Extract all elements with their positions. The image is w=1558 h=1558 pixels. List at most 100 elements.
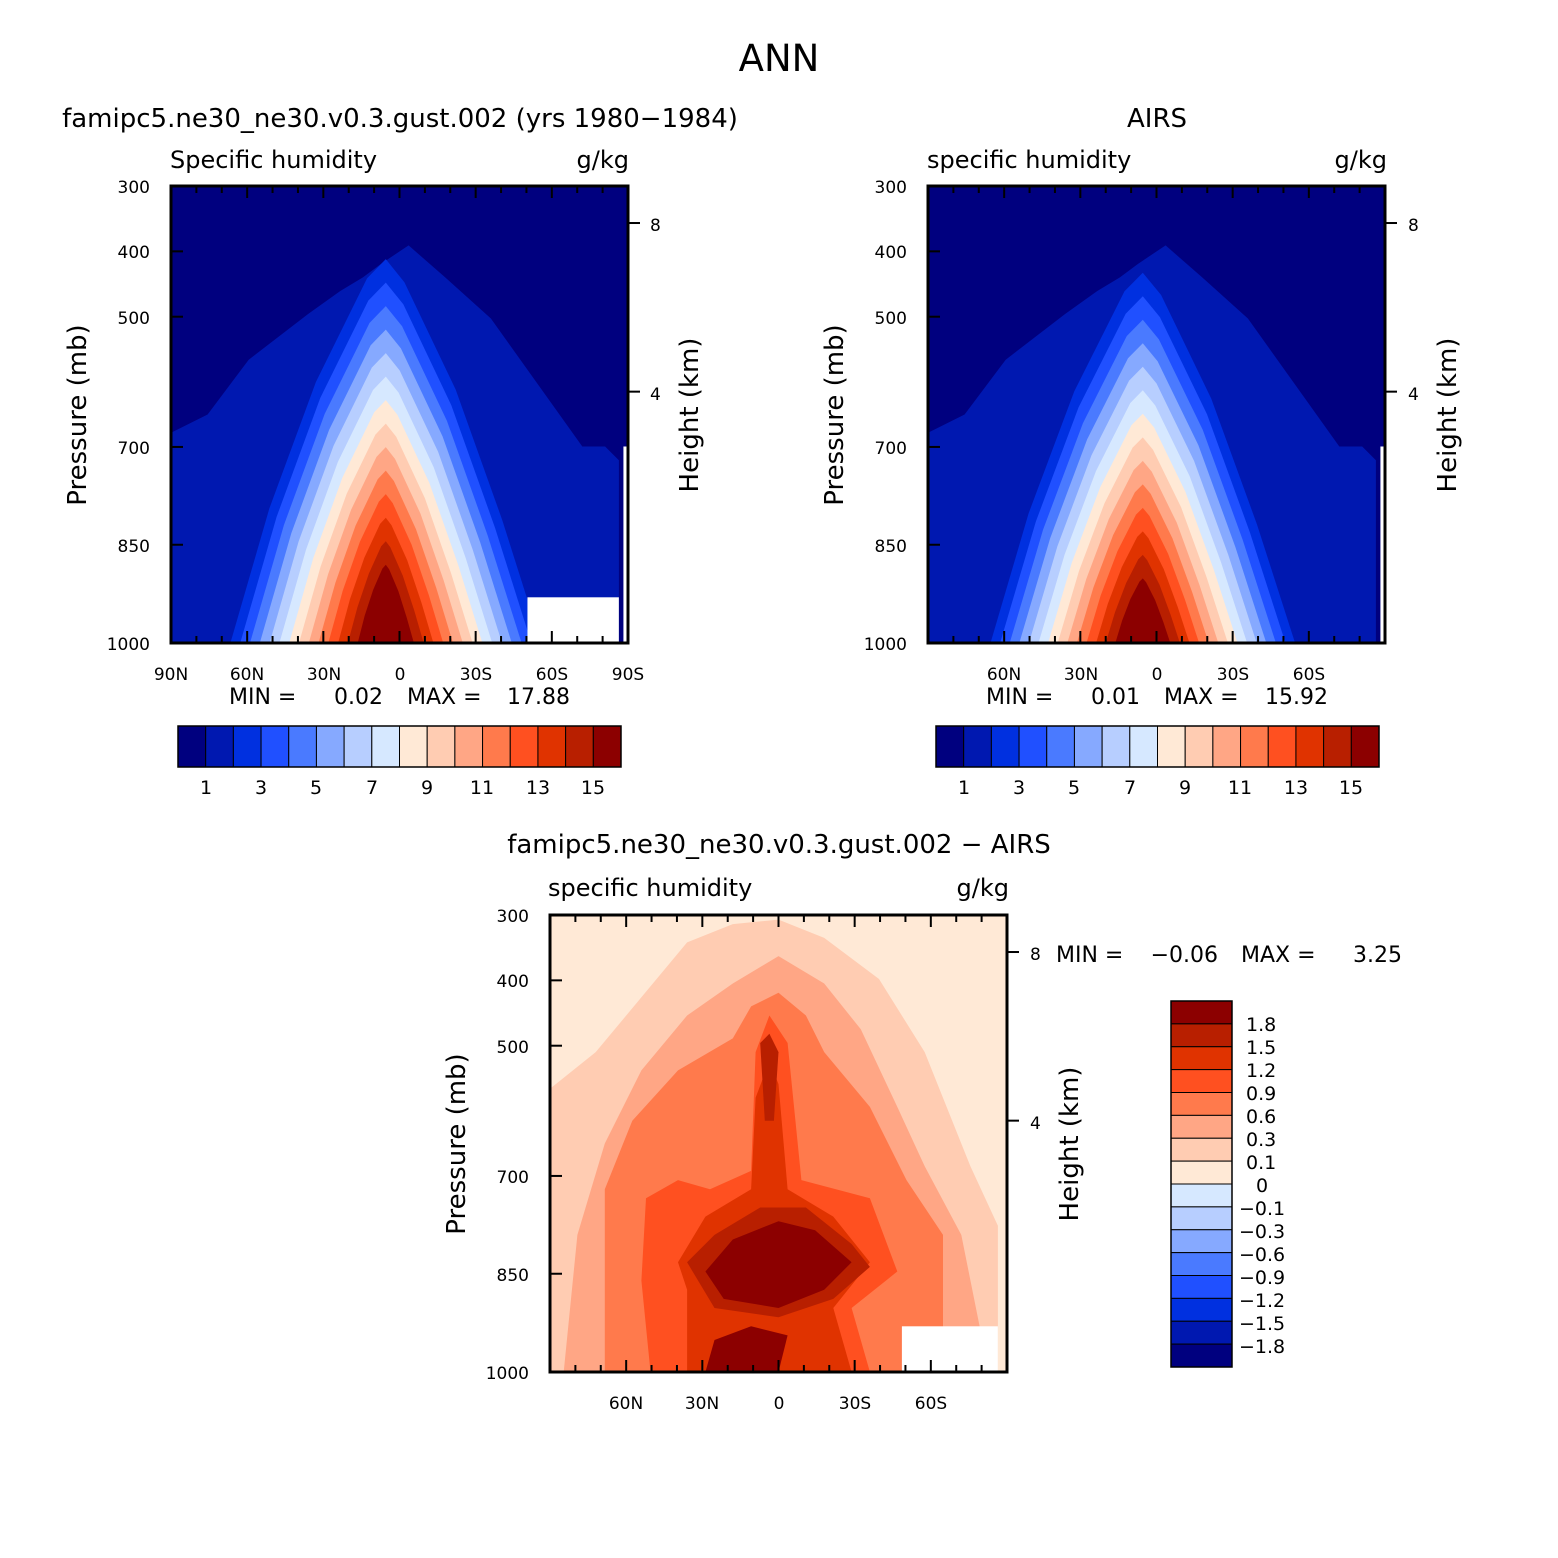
panel-obs-tick-marks: [927, 185, 1397, 644]
missing-data-mask: [901, 1326, 998, 1372]
y-tick-label: 700: [497, 1168, 529, 1188]
colorbar-tick-label: 3: [255, 777, 267, 799]
x-tick-label: 60N: [230, 665, 264, 685]
panel-model-tick-marks: [170, 185, 640, 644]
height-tick-label: 8: [1030, 945, 1041, 965]
colorbar-swatch: [371, 725, 400, 768]
min-value: 0.01: [1091, 685, 1140, 710]
min-label: MIN =: [1056, 943, 1123, 968]
colorbar-swatch: [1170, 1114, 1233, 1139]
colorbar-swatch: [399, 725, 428, 768]
panel-diff-title: famipc5.ne30_ne30.v0.3.gust.002 − AIRS: [507, 830, 1051, 860]
colorbar-tick-label: 9: [421, 777, 433, 799]
contour-band: [705, 1326, 788, 1372]
y-tick-label: 850: [875, 537, 907, 557]
colorbar-tick-label: 5: [310, 777, 322, 799]
colorbar-swatch: [1170, 1023, 1233, 1048]
max-label: MAX =: [407, 685, 482, 710]
contour-band: [705, 1221, 852, 1308]
colorbar-swatch: [963, 725, 992, 768]
colorbar-swatch: [1350, 725, 1380, 768]
colorbar-tick-label: −0.3: [1239, 1221, 1285, 1243]
colorbar-tick-label: −0.9: [1239, 1267, 1285, 1289]
max-value: 17.88: [507, 685, 570, 710]
y-tick-label: 500: [118, 309, 150, 329]
y-tick-label: 400: [875, 243, 907, 263]
height-tick-label: 4: [650, 385, 661, 405]
contour-band: [357, 564, 414, 643]
panel-diff-colorbar: [1170, 1000, 1233, 1368]
panel-obs-left-label: specific humidity: [927, 146, 1131, 174]
x-tick-label: 0: [1152, 665, 1163, 685]
colorbar-swatch: [177, 725, 207, 768]
max-label: MAX =: [1164, 685, 1239, 710]
x-tick-label: 30N: [307, 665, 341, 685]
max-value: 15.92: [1265, 685, 1328, 710]
panel-diff-y-axis-title: Pressure (mb): [442, 1053, 472, 1234]
x-tick-label: 30N: [685, 1394, 719, 1414]
colorbar-tick-label: 7: [366, 777, 378, 799]
x-tick-label: 0: [395, 665, 406, 685]
colorbar-tick-label: 0.3: [1246, 1129, 1276, 1151]
colorbar-tick-label: 0.9: [1246, 1083, 1276, 1105]
colorbar-tick-label: 1: [200, 777, 212, 799]
x-tick-label: 90S: [612, 665, 644, 685]
y-tick-label: 850: [118, 537, 150, 557]
y-tick-label: 300: [875, 178, 907, 198]
colorbar-tick-label: 9: [1179, 777, 1191, 799]
colorbar-swatch: [1170, 1275, 1233, 1299]
missing-data-mask: [623, 446, 628, 643]
colorbar-swatch: [1267, 725, 1297, 768]
colorbar-swatch: [205, 725, 234, 768]
max-value: 3.25: [1353, 943, 1402, 968]
colorbar-swatch: [454, 725, 484, 768]
panel-diff-colorbar-labels: 1.8 1.5 1.2 0.9 0.6 0.3 0.1 0 −0.1 −0.3 …: [1239, 1014, 1285, 1358]
panel-diff-y-tick-labels: 300 400 500 700 850 1000: [486, 907, 529, 1384]
panel-diff-tick-marks: [549, 914, 1019, 1373]
panel-model-x-tick-labels: 90N 60N 30N 0 30S 60S 90S: [154, 665, 644, 685]
colorbar-swatch: [1129, 725, 1158, 768]
y-tick-label: 500: [875, 309, 907, 329]
y-tick-label: 400: [497, 972, 529, 992]
panel-model-colorbar: [177, 725, 622, 768]
panel-model-left-label: Specific humidity: [170, 146, 377, 174]
panel-obs-colorbar-labels: 1 3 5 7 9 11 13 15: [958, 777, 1363, 799]
panel-diff-height-axis-title: Height (km): [1055, 1067, 1085, 1222]
colorbar-swatch: [1170, 1000, 1233, 1025]
x-tick-label: 30S: [839, 1394, 871, 1414]
colorbar-swatch: [1157, 725, 1186, 768]
panel-obs-min-max: MIN = 0.01 MAX = 15.92: [986, 685, 1328, 710]
colorbar-swatch: [1170, 1092, 1233, 1116]
colorbar-tick-label: −0.6: [1239, 1244, 1285, 1266]
colorbar-swatch: [315, 725, 345, 768]
panel-obs-height-axis-title: Height (km): [1433, 338, 1463, 493]
colorbar-swatch: [592, 725, 622, 768]
panel-obs-y-axis-title: Pressure (mb): [820, 324, 850, 505]
colorbar-swatch: [1295, 725, 1325, 768]
x-tick-label: 30N: [1064, 665, 1098, 685]
y-tick-label: 500: [497, 1038, 529, 1058]
colorbar-swatch: [990, 725, 1020, 768]
x-tick-label: 30S: [1217, 665, 1249, 685]
max-label: MAX =: [1241, 943, 1316, 968]
y-tick-label: 300: [497, 907, 529, 927]
colorbar-frame: [1170, 1000, 1233, 1368]
colorbar-tick-label: 11: [1228, 777, 1252, 799]
y-tick-label: 300: [118, 178, 150, 198]
missing-data-mask: [1380, 446, 1385, 643]
colorbar-frame: [935, 725, 1380, 768]
colorbar-swatch: [1240, 725, 1269, 768]
colorbar-swatch: [565, 725, 594, 768]
colorbar-swatch: [1323, 725, 1352, 768]
y-tick-label: 850: [497, 1266, 529, 1286]
colorbar-tick-label: −0.1: [1239, 1198, 1285, 1220]
panel-diff-right-tick-labels: 8 4: [1030, 945, 1041, 1134]
colorbar-tick-label: 1: [958, 777, 970, 799]
colorbar-tick-label: 0.6: [1246, 1106, 1276, 1128]
panel-model-min-max: MIN = 0.02 MAX = 17.88: [229, 685, 570, 710]
panel-model-height-axis-title: Height (km): [675, 338, 705, 493]
colorbar-swatch: [1073, 725, 1103, 768]
min-label: MIN =: [986, 685, 1053, 710]
panel-obs-x-tick-labels: 60N 30N 0 30S 60S: [987, 665, 1325, 685]
